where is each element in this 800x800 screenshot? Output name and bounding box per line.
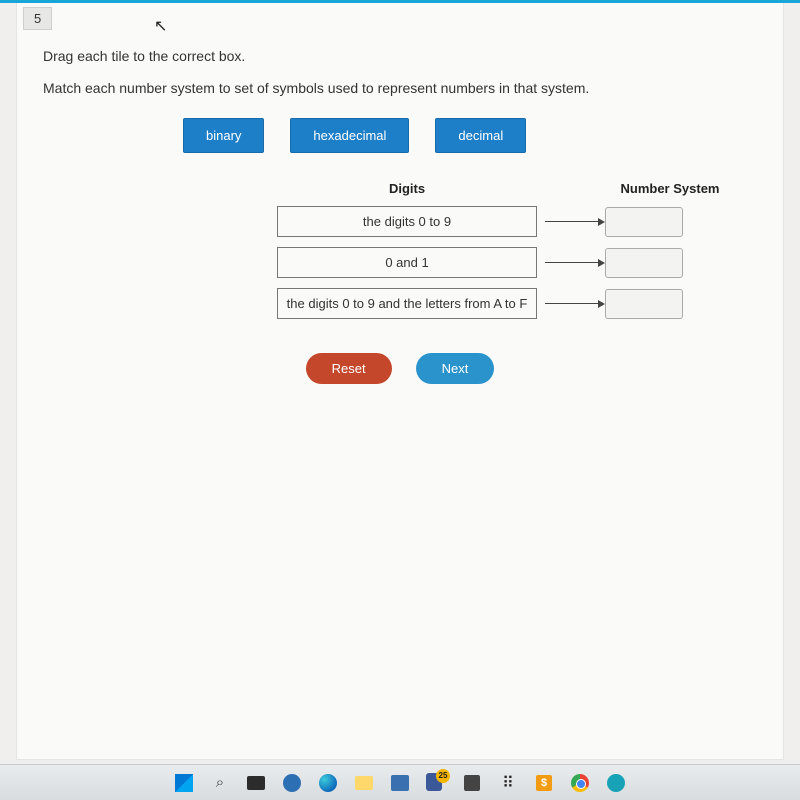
taskbar: ⌕ 25 ⠿ $ [0,764,800,800]
digits-box-3: the digits 0 to 9 and the letters from A… [277,288,537,319]
next-button[interactable]: Next [416,353,495,384]
widgets-icon[interactable] [281,772,303,794]
dropbox-icon[interactable]: ⠿ [497,772,519,794]
window-top-edge [0,0,800,3]
column-headers: Digits Number System [43,181,757,196]
match-row-1: the digits 0 to 9 [43,206,757,237]
drop-target-1[interactable] [605,207,683,237]
action-buttons: Reset Next [43,353,757,384]
match-row-2: 0 and 1 [43,247,757,278]
instruction-line-1: Drag each tile to the correct box. [43,48,757,64]
digits-header: Digits [277,181,537,196]
number-system-header: Number System [605,181,735,196]
digits-box-2: 0 and 1 [277,247,537,278]
arrow-2 [545,259,605,267]
question-number: 5 [23,7,52,30]
security-icon[interactable]: 25 [425,772,447,794]
arrow-1 [545,218,605,226]
chrome-icon[interactable] [569,772,591,794]
task-view-icon[interactable] [245,772,267,794]
tiles-row: binary hexadecimal decimal [183,118,757,153]
app-icon-2[interactable]: $ [533,772,555,794]
tile-binary[interactable]: binary [183,118,264,153]
content-area: Drag each tile to the correct box. Match… [17,30,783,404]
edge-icon[interactable] [317,772,339,794]
tile-hexadecimal[interactable]: hexadecimal [290,118,409,153]
drop-target-3[interactable] [605,289,683,319]
start-icon[interactable] [173,772,195,794]
app-icon-1[interactable] [461,772,483,794]
app-icon-3[interactable] [605,772,627,794]
instruction-line-2: Match each number system to set of symbo… [43,80,757,96]
store-icon[interactable] [389,772,411,794]
quiz-page: 5 ↖ Drag each tile to the correct box. M… [16,0,784,760]
reset-button[interactable]: Reset [306,353,392,384]
drop-target-2[interactable] [605,248,683,278]
tile-decimal[interactable]: decimal [435,118,526,153]
digits-box-1: the digits 0 to 9 [277,206,537,237]
arrow-3 [545,300,605,308]
search-icon[interactable]: ⌕ [209,772,231,794]
file-explorer-icon[interactable] [353,772,375,794]
match-row-3: the digits 0 to 9 and the letters from A… [43,288,757,319]
